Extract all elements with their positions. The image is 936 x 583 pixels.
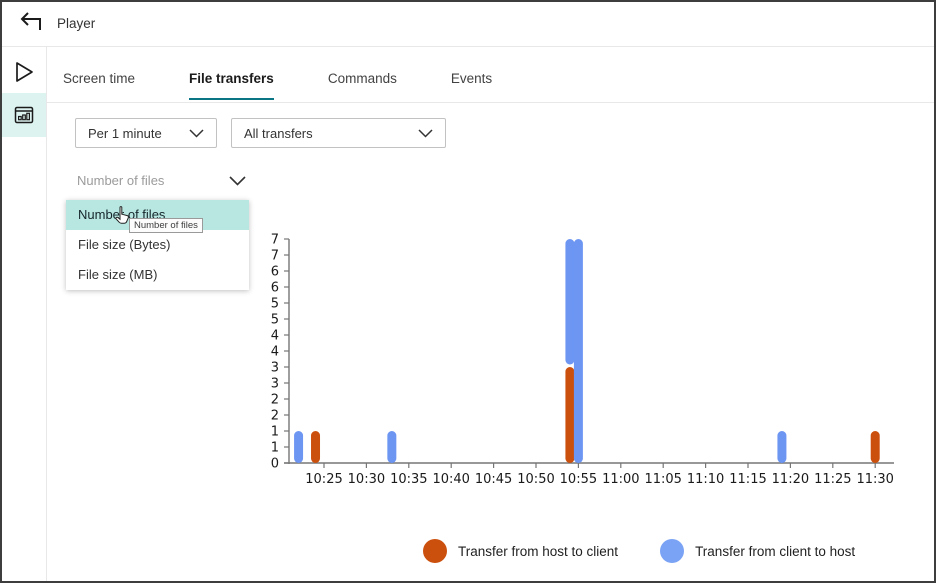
metric-select-value: Number of files <box>77 172 165 188</box>
svg-text:6: 6 <box>271 265 279 280</box>
legend-label: Transfer from host to client <box>458 543 619 559</box>
tab-file-transfers[interactable]: File transfers <box>189 71 274 100</box>
chart-legend: Transfer from host to client Transfer fr… <box>423 539 855 563</box>
tab-events[interactable]: Events <box>450 71 493 86</box>
transfer-type-select[interactable]: All transfers <box>231 118 446 148</box>
bar-chart-window-icon <box>13 104 35 126</box>
menu-item-file-size-mb[interactable]: File size (MB) <box>78 267 158 282</box>
svg-text:5: 5 <box>271 313 279 328</box>
svg-text:4: 4 <box>271 329 279 344</box>
sidebar-item-statistics[interactable] <box>2 93 46 137</box>
svg-text:10:35: 10:35 <box>390 472 427 486</box>
svg-text:11:00: 11:00 <box>602 472 639 486</box>
svg-text:10:45: 10:45 <box>475 472 512 486</box>
svg-text:10:55: 10:55 <box>560 472 597 486</box>
chevron-down-icon <box>189 128 204 138</box>
page-title: Player <box>57 16 96 31</box>
svg-text:3: 3 <box>271 377 279 392</box>
svg-text:2: 2 <box>271 409 279 424</box>
svg-text:11:30: 11:30 <box>856 472 893 486</box>
menu-item-file-size-bytes[interactable]: File size (Bytes) <box>78 237 171 252</box>
svg-text:3: 3 <box>271 361 279 376</box>
chevron-down-icon <box>229 175 246 186</box>
svg-text:6: 6 <box>271 281 279 296</box>
tabs-divider <box>47 102 934 103</box>
svg-text:10:50: 10:50 <box>517 472 554 486</box>
svg-text:10:30: 10:30 <box>348 472 385 486</box>
interval-select-value: Per 1 minute <box>88 125 162 141</box>
svg-text:11:15: 11:15 <box>729 472 766 486</box>
svg-text:4: 4 <box>271 345 279 360</box>
host-to-client-swatch <box>423 539 447 563</box>
metric-select[interactable]: Number of files <box>77 167 246 193</box>
tab-screen-time[interactable]: Screen time <box>63 71 136 86</box>
svg-text:7: 7 <box>271 233 279 248</box>
svg-text:10:40: 10:40 <box>432 472 469 486</box>
svg-text:2: 2 <box>271 393 279 408</box>
option-tooltip: Number of files <box>129 218 203 233</box>
sidebar <box>2 47 47 581</box>
svg-text:1: 1 <box>271 441 279 456</box>
svg-text:11:20: 11:20 <box>772 472 809 486</box>
sidebar-item-play[interactable] <box>2 51 46 93</box>
metric-dropdown-menu: Number of files File size (Bytes) File s… <box>66 200 249 290</box>
back-arrow-icon <box>18 12 46 34</box>
svg-text:5: 5 <box>271 297 279 312</box>
svg-text:11:10: 11:10 <box>687 472 724 486</box>
legend-label: Transfer from client to host <box>695 543 856 559</box>
svg-text:11:25: 11:25 <box>814 472 851 486</box>
legend-entry-host-to-client: Transfer from host to client <box>423 539 618 563</box>
chevron-down-icon <box>418 128 433 138</box>
svg-text:7: 7 <box>271 249 279 264</box>
transfer-type-select-value: All transfers <box>244 125 313 141</box>
client-to-host-swatch <box>660 539 685 563</box>
interval-select[interactable]: Per 1 minute <box>75 118 217 148</box>
svg-text:0: 0 <box>271 457 279 472</box>
top-bar: Player <box>2 2 934 47</box>
svg-text:1: 1 <box>271 425 279 440</box>
tab-bar: Screen time File transfers Commands Even… <box>63 71 492 100</box>
tab-commands[interactable]: Commands <box>327 71 397 86</box>
svg-text:11:05: 11:05 <box>644 472 681 486</box>
legend-entry-client-to-host: Transfer from client to host <box>660 539 855 563</box>
play-icon <box>13 61 35 83</box>
back-button[interactable] <box>18 12 46 36</box>
svg-text:10:25: 10:25 <box>305 472 342 486</box>
